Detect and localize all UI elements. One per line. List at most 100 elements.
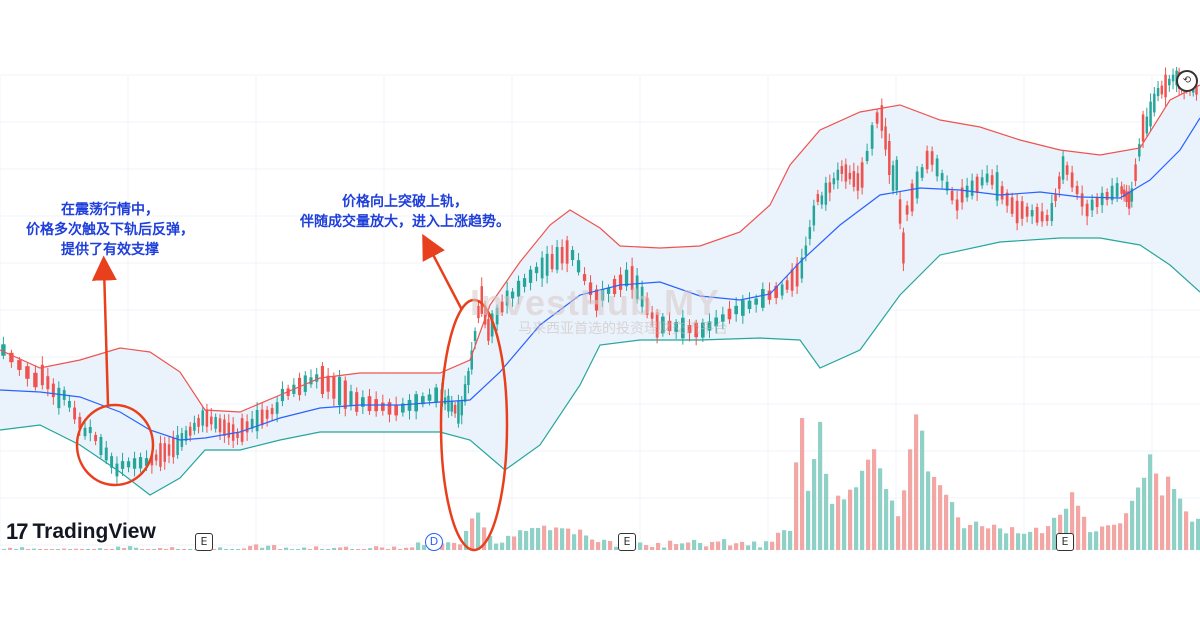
candle-body: [915, 171, 919, 199]
volume-bar: [32, 548, 37, 550]
volume-bar: [896, 516, 901, 550]
candle-body: [570, 250, 575, 260]
candle-body: [99, 437, 103, 455]
candle-body: [820, 195, 824, 205]
reset-icon[interactable]: ⟲: [1176, 70, 1198, 92]
volume-bar: [698, 542, 703, 550]
candle-body: [1145, 116, 1149, 134]
earnings-marker-3[interactable]: E: [1056, 533, 1074, 551]
candle-body: [667, 320, 672, 332]
volume-bar: [392, 546, 397, 550]
volume-bar: [638, 542, 643, 550]
candle-body: [500, 301, 504, 313]
candle-body: [1164, 74, 1167, 98]
volume-bar: [218, 547, 223, 550]
candle-body: [421, 396, 425, 405]
candle-body: [565, 240, 569, 264]
volume-bar: [470, 518, 475, 550]
candle-body: [184, 430, 188, 441]
volume-bar: [500, 542, 505, 550]
volume-bar: [908, 449, 913, 550]
volume-bar: [356, 549, 361, 550]
volume-bar: [308, 549, 313, 550]
candle-body: [925, 150, 929, 170]
candle-body: [260, 409, 264, 426]
candle-body: [1070, 172, 1074, 188]
volume-bar: [548, 530, 553, 550]
volume-bar: [320, 549, 325, 550]
candle-body: [960, 187, 964, 203]
volume-bar: [866, 459, 871, 550]
volume-bar: [944, 494, 949, 550]
candle-body: [176, 434, 179, 456]
volume-bar: [728, 545, 733, 550]
volume-bar: [368, 548, 373, 550]
volume-bar: [734, 543, 739, 550]
volume-bar: [998, 528, 1003, 550]
volume-bar: [2, 549, 7, 550]
dividend-marker[interactable]: D: [425, 533, 443, 551]
candle-body: [240, 418, 244, 442]
volume-bar: [1160, 495, 1165, 550]
candle-body: [1061, 156, 1065, 180]
candle-body: [480, 286, 483, 314]
volume-bar: [746, 545, 751, 550]
volume-bar: [248, 545, 253, 550]
candle-body: [315, 374, 319, 382]
candle-body: [1080, 193, 1084, 207]
volume-bar: [152, 549, 157, 550]
volume-bar: [710, 541, 715, 550]
volume-bar: [104, 549, 109, 550]
earnings-marker-1[interactable]: E: [195, 533, 213, 551]
candle-body: [188, 426, 192, 436]
volume-bar: [452, 542, 457, 550]
candle-body: [645, 297, 649, 315]
candle-body: [495, 307, 499, 325]
candle-body: [250, 418, 254, 429]
upper-band-line: [0, 84, 1200, 413]
volume-bar: [80, 549, 85, 550]
candle-body: [427, 394, 432, 401]
candle-body: [540, 257, 544, 279]
volume-bar: [464, 530, 469, 550]
volume-bar: [62, 548, 67, 550]
volume-bar: [650, 546, 655, 550]
candle-body: [172, 437, 175, 458]
volume-bar: [38, 549, 43, 550]
candle-body: [236, 431, 239, 439]
candle-body: [510, 291, 515, 299]
candle-body: [1110, 185, 1114, 201]
candle-body: [594, 289, 599, 311]
candle-body: [1040, 211, 1044, 222]
volume-bar: [290, 549, 295, 550]
candle-body: [804, 245, 808, 256]
volume-bar: [938, 485, 943, 550]
volume-bar: [770, 541, 775, 550]
candle-body: [483, 305, 487, 325]
volume-bar: [926, 471, 931, 550]
candle-body: [120, 461, 125, 469]
volume-bar: [230, 549, 235, 550]
volume-bar: [398, 549, 403, 550]
volume-bar: [566, 528, 571, 550]
candle-body: [167, 444, 171, 456]
candle-body: [714, 317, 718, 327]
candle-body: [490, 313, 494, 337]
volume-bar: [488, 536, 493, 550]
volume-bar: [872, 449, 877, 550]
volume-bar: [188, 549, 193, 550]
candle-body: [104, 447, 108, 461]
volume-bar: [332, 547, 337, 550]
volume-bar: [914, 414, 919, 550]
volume-bar: [1184, 511, 1189, 550]
candle-body: [265, 409, 269, 419]
candle-body: [741, 300, 745, 316]
earnings-marker-2[interactable]: E: [618, 533, 636, 551]
candle-body: [655, 312, 659, 338]
candle-body: [387, 402, 392, 415]
candle-body: [1054, 193, 1057, 202]
volume-bar: [878, 468, 883, 550]
candle-body: [1020, 201, 1024, 219]
candle-body: [467, 370, 470, 386]
volume-bar: [1106, 525, 1111, 550]
